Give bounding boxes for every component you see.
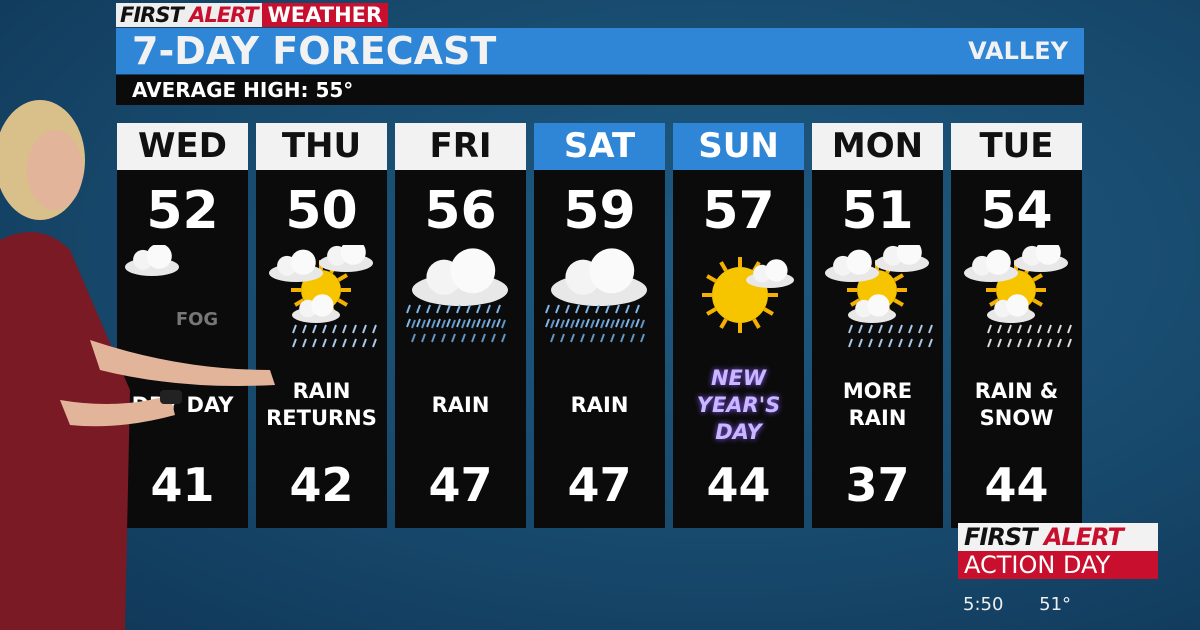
high-temp: 56: [424, 181, 497, 241]
first-alert-weather-logo: FIRST ALERT WEATHER: [116, 3, 389, 27]
condition-text: RAIN: [570, 392, 629, 417]
ticker-temp: 51°: [1039, 594, 1072, 615]
low-temp: 47: [428, 458, 493, 512]
condition-text: NEW YEAR'S DAY: [696, 365, 781, 444]
high-temp: 59: [563, 181, 636, 241]
day-label: THU: [256, 123, 387, 170]
condition-area: NEW YEAR'S DAY: [673, 359, 804, 451]
low-temp: 37: [845, 458, 910, 512]
condition-area: RAIN: [395, 359, 526, 451]
action-first: FIRST: [964, 523, 1037, 551]
partly-sunny-mix-icon: [964, 245, 1072, 348]
low-temp: 47: [567, 458, 632, 512]
day-column-sun: SUN 57 NEW YEAR'S DAY 44: [673, 123, 804, 528]
high-temp: 51: [841, 181, 914, 241]
page-title: 7-DAY FORECAST: [132, 29, 497, 73]
low-temp: 44: [706, 458, 771, 512]
day-column-tue: TUE 54 RAIN & SNOW 44: [951, 123, 1082, 528]
high-temp: 54: [980, 181, 1053, 241]
condition-text: RAIN: [431, 392, 490, 417]
condition-area: RAIN: [534, 359, 665, 451]
day-label: TUE: [951, 123, 1082, 170]
day-label: WED: [117, 123, 248, 170]
fog-cloud-icon: FOG: [125, 245, 218, 330]
rain-cloud-icon: [406, 248, 508, 343]
high-temp: 57: [702, 181, 775, 241]
condition-area: RAIN & SNOW: [951, 359, 1082, 451]
brand-first: FIRST: [120, 3, 184, 27]
region-label: VALLEY: [968, 37, 1068, 65]
day-label: SUN: [673, 123, 804, 170]
low-temp: 42: [289, 458, 354, 512]
ticker-time: 5:50: [963, 594, 1004, 615]
high-temp: 52: [146, 181, 219, 241]
high-temp: 50: [285, 181, 358, 241]
low-temp: 41: [150, 458, 215, 512]
day-label: MON: [812, 123, 943, 170]
day-column-fri: FRI 56 RAIN 47: [395, 123, 526, 528]
day-label: SAT: [534, 123, 665, 170]
partly-sunny-shower-icon: [825, 245, 933, 348]
low-temp: 44: [984, 458, 1049, 512]
condition-text: RAIN RETURNS: [266, 379, 377, 430]
presenter-figure: [0, 100, 275, 630]
action-day-label: ACTION DAY: [958, 551, 1158, 579]
brand-weather: WEATHER: [261, 3, 389, 27]
ticker: 5:50 51°: [963, 594, 1071, 615]
partly-sunny-shower-icon: [269, 245, 377, 348]
average-high: AVERAGE HIGH: 55°: [116, 75, 1084, 105]
day-label: FRI: [395, 123, 526, 170]
fog-label: FOG: [176, 309, 218, 330]
day-column-mon: MON 51 MORE RAIN 37: [812, 123, 943, 528]
brand-alert: ALERT: [189, 3, 259, 27]
day-column-sat: SAT 59 RAIN 47: [534, 123, 665, 528]
title-bar: 7-DAY FORECAST VALLEY: [116, 28, 1084, 74]
condition-text: MORE RAIN: [842, 379, 913, 430]
action-alert: ALERT: [1043, 523, 1124, 551]
day-column-thu: THU 50 RAIN RETURNS 42: [256, 123, 387, 528]
condition-area: RAIN RETURNS: [256, 359, 387, 451]
condition-text: RAIN & SNOW: [974, 379, 1059, 430]
mostly-sunny-icon: [702, 257, 794, 333]
first-alert-action-day-badge: FIRST ALERT ACTION DAY: [958, 523, 1158, 579]
rain-cloud-icon: [545, 248, 647, 343]
condition-area: MORE RAIN: [812, 359, 943, 451]
day-column-wed: WED 52 FOG DRY DAY 41: [117, 123, 248, 528]
